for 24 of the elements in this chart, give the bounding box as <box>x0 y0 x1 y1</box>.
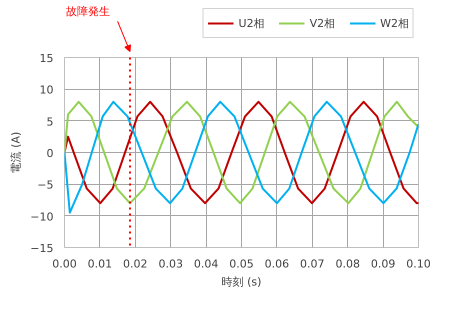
x-tick-label: 0.08 <box>335 258 360 270</box>
y-tick-label: 0 <box>46 147 54 160</box>
x-tick-label: 0.03 <box>158 258 183 270</box>
legend-label: U2相 <box>238 16 265 30</box>
x-tick-label: 0.06 <box>264 258 290 270</box>
legend-label: W2相 <box>380 16 409 30</box>
y-tick-label: −10 <box>30 210 54 224</box>
y-axis-title: 電流 (A) <box>9 132 22 174</box>
x-tick-label: 0.04 <box>194 258 218 270</box>
y-tick-label: −15 <box>30 242 54 255</box>
x-tick-label: 0.05 <box>229 258 254 270</box>
legend-label: V2相 <box>310 16 336 30</box>
ref-line-label: 故障発生 <box>66 4 110 18</box>
x-tick-label: 0.01 <box>88 258 112 270</box>
y-tick-label: 15 <box>40 52 54 65</box>
x-axis-title: 時刻 (s) <box>222 276 262 288</box>
y-tick-label: 10 <box>40 84 54 97</box>
x-tick-label: 0.09 <box>370 258 396 270</box>
x-tick-label: 0.07 <box>300 258 325 270</box>
x-tick-label: 0.10 <box>406 258 431 270</box>
x-tick-label: 0.00 <box>52 258 77 270</box>
y-tick-label: −5 <box>37 178 54 192</box>
x-tick-label: 0.02 <box>123 258 148 270</box>
y-tick-label: 5 <box>46 115 54 128</box>
